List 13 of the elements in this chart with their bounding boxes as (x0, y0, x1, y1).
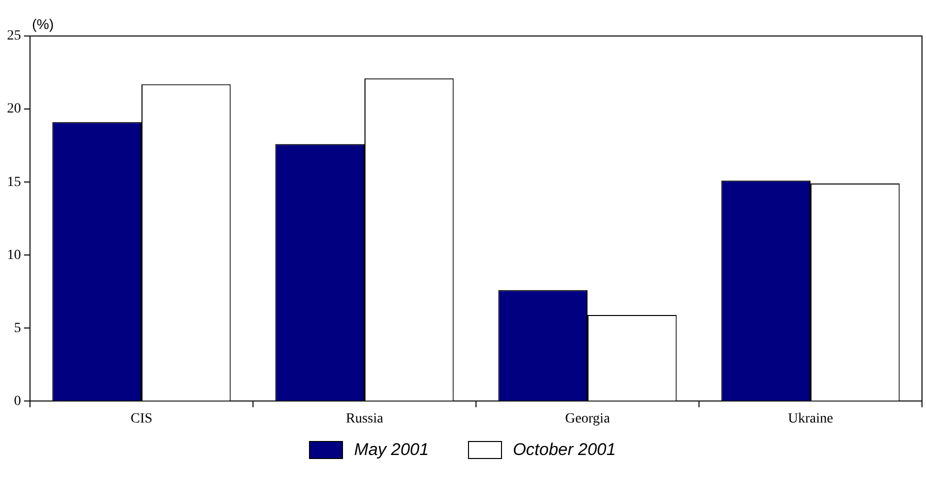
y-tick-label: 0 (14, 394, 21, 409)
x-tick-label: Ukraine (788, 411, 834, 426)
y-tick-label: 15 (7, 174, 21, 190)
y-tick-label: 20 (7, 102, 21, 117)
y-tick-label: 5 (14, 320, 21, 336)
x-tick-label: Russia (346, 411, 384, 426)
legend-label: May 2001 (354, 440, 429, 460)
text: October 2001 (512, 440, 616, 460)
y-axis-title: (%) (32, 16, 54, 32)
y-tick-label: 10 (7, 248, 21, 263)
x-tick-label: Georgia (565, 411, 611, 426)
y-tick-label: 25 (7, 28, 21, 44)
x-tick-label: CIS (130, 411, 152, 426)
